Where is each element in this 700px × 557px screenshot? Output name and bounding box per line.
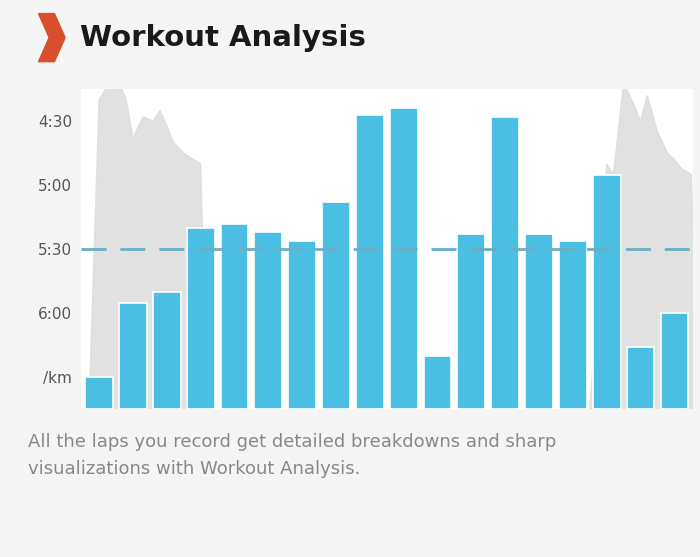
Polygon shape xyxy=(590,83,698,409)
Bar xyxy=(220,223,248,409)
Bar xyxy=(85,378,113,409)
Bar xyxy=(119,302,147,409)
Bar xyxy=(322,202,350,409)
Bar xyxy=(661,313,688,409)
Text: Workout Analysis: Workout Analysis xyxy=(80,23,366,52)
Polygon shape xyxy=(38,13,65,62)
Polygon shape xyxy=(82,74,207,409)
Bar xyxy=(288,241,316,409)
Bar xyxy=(356,115,384,409)
Bar xyxy=(525,234,553,409)
Bar xyxy=(254,232,282,409)
Bar xyxy=(491,117,519,409)
Text: All the laps you record get detailed breakdowns and sharp
visualizations with Wo: All the laps you record get detailed bre… xyxy=(28,433,556,478)
Bar xyxy=(593,174,621,409)
Bar xyxy=(187,228,214,409)
Bar xyxy=(458,234,485,409)
Bar xyxy=(559,241,587,409)
Bar xyxy=(424,356,452,409)
Bar xyxy=(626,348,654,409)
Bar xyxy=(153,292,181,409)
Bar xyxy=(390,108,417,409)
